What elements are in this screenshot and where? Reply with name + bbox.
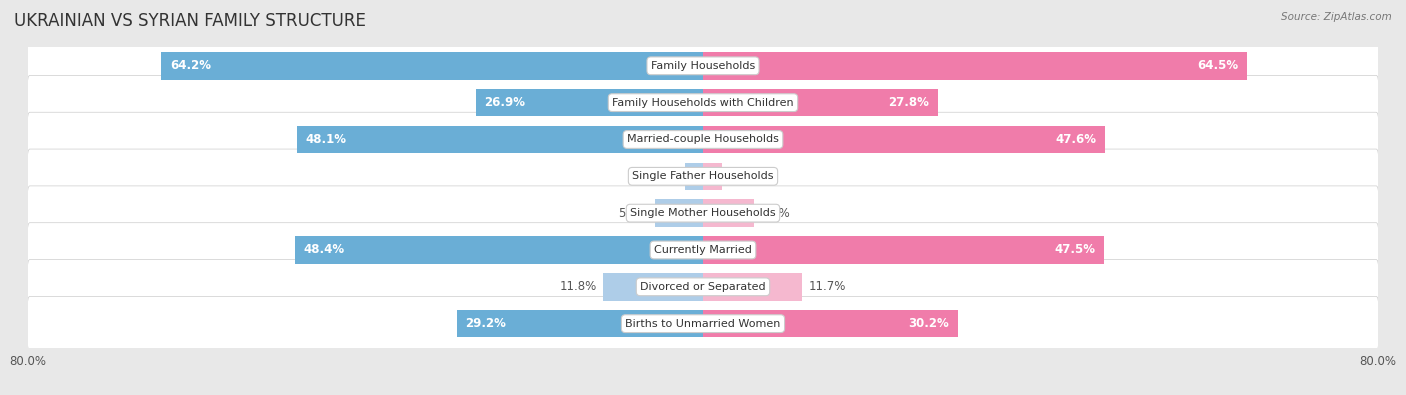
Text: 2.2%: 2.2% [728, 170, 758, 183]
Bar [603, 273, 703, 301]
Bar [703, 126, 1105, 153]
FancyBboxPatch shape [27, 112, 1379, 167]
Text: 64.2%: 64.2% [170, 59, 211, 72]
Text: Family Households: Family Households [651, 61, 755, 71]
Text: 47.6%: 47.6% [1054, 133, 1097, 146]
Bar [477, 89, 703, 117]
Text: 48.4%: 48.4% [304, 243, 344, 256]
Bar [703, 310, 957, 337]
Bar [703, 89, 938, 117]
Text: 5.7%: 5.7% [619, 207, 648, 220]
FancyBboxPatch shape [27, 39, 1379, 93]
Bar [655, 199, 703, 227]
Bar [162, 52, 703, 80]
FancyBboxPatch shape [27, 75, 1379, 130]
Text: Married-couple Households: Married-couple Households [627, 134, 779, 145]
FancyBboxPatch shape [27, 260, 1379, 314]
Text: Currently Married: Currently Married [654, 245, 752, 255]
FancyBboxPatch shape [27, 296, 1379, 351]
Text: 26.9%: 26.9% [485, 96, 526, 109]
Text: Single Father Households: Single Father Households [633, 171, 773, 181]
Text: Family Households with Children: Family Households with Children [612, 98, 794, 108]
Text: 30.2%: 30.2% [908, 317, 949, 330]
Bar [685, 162, 703, 190]
Bar [703, 52, 1247, 80]
Text: 64.5%: 64.5% [1198, 59, 1239, 72]
Text: Source: ZipAtlas.com: Source: ZipAtlas.com [1281, 12, 1392, 22]
Text: 29.2%: 29.2% [465, 317, 506, 330]
FancyBboxPatch shape [27, 223, 1379, 277]
Text: 47.5%: 47.5% [1054, 243, 1095, 256]
Text: Single Mother Households: Single Mother Households [630, 208, 776, 218]
FancyBboxPatch shape [27, 149, 1379, 203]
Text: 11.7%: 11.7% [808, 280, 846, 293]
Text: UKRAINIAN VS SYRIAN FAMILY STRUCTURE: UKRAINIAN VS SYRIAN FAMILY STRUCTURE [14, 12, 366, 30]
Bar [703, 162, 721, 190]
Text: Divorced or Separated: Divorced or Separated [640, 282, 766, 292]
Bar [295, 236, 703, 264]
Text: 11.8%: 11.8% [560, 280, 596, 293]
Text: 2.1%: 2.1% [648, 170, 679, 183]
Text: 6.0%: 6.0% [761, 207, 790, 220]
Bar [703, 236, 1104, 264]
Text: Births to Unmarried Women: Births to Unmarried Women [626, 319, 780, 329]
Bar [297, 126, 703, 153]
Text: 27.8%: 27.8% [889, 96, 929, 109]
Bar [703, 273, 801, 301]
Bar [457, 310, 703, 337]
Text: 48.1%: 48.1% [305, 133, 347, 146]
FancyBboxPatch shape [27, 186, 1379, 241]
Bar [703, 199, 754, 227]
